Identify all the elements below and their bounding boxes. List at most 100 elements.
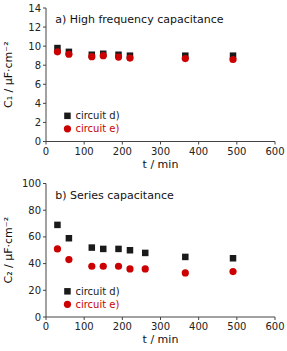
point (88, 263, 95, 270)
y-tick-label: 80 (28, 205, 41, 216)
x-axis-label: t / min (143, 333, 179, 346)
point (88, 53, 95, 60)
point (100, 52, 107, 59)
series (54, 245, 237, 276)
y-tick-label: 0 (35, 312, 41, 323)
legend-marker (64, 288, 71, 295)
point (100, 263, 107, 270)
x-tick-label: 100 (75, 321, 94, 332)
point (230, 255, 237, 262)
x-tick (236, 142, 237, 145)
x-tick (160, 317, 161, 320)
point (229, 268, 236, 275)
legend-marker (64, 113, 71, 120)
y-tick (43, 8, 46, 9)
y-tick (43, 290, 46, 291)
x-tick-label: 200 (113, 146, 132, 157)
y-axis-label: C₂ / μF·cm⁻² (2, 217, 15, 284)
point (126, 54, 133, 61)
point (115, 263, 122, 270)
y-tick (43, 122, 46, 123)
point (115, 54, 122, 61)
x-tick-label: 500 (227, 146, 246, 157)
y-axis-line (46, 8, 47, 142)
y-tick-label: 14 (28, 3, 41, 14)
y-tick-label: 100 (22, 178, 41, 189)
x-tick-label: 300 (151, 146, 170, 157)
y-tick (43, 27, 46, 28)
x-tick-label: 0 (43, 321, 49, 332)
x-tick-label: 100 (75, 146, 94, 157)
point (54, 48, 61, 55)
x-tick-label: 200 (113, 321, 132, 332)
x-tick-label: 0 (43, 146, 49, 157)
y-tick-label: 2 (35, 117, 41, 128)
point (182, 254, 189, 260)
x-axis-label: t / min (143, 158, 179, 171)
y-tick-label: 60 (28, 231, 41, 242)
y-axis-line (46, 184, 47, 318)
x-tick (46, 317, 47, 320)
title: a) High frequency capacitance (55, 13, 224, 26)
y-tick-label: 8 (35, 60, 41, 71)
series (54, 222, 236, 262)
y-tick-label: 6 (35, 79, 41, 90)
point (65, 51, 72, 58)
legend-label: circuit e) (75, 123, 119, 134)
y-tick (43, 65, 46, 66)
legend-marker (64, 301, 71, 308)
point (54, 245, 61, 252)
x-tick (236, 317, 237, 320)
x-tick (160, 142, 161, 145)
x-tick-label: 300 (151, 321, 170, 332)
y-tick-label: 0 (35, 136, 41, 147)
y-tick (43, 263, 46, 264)
point (142, 250, 149, 256)
legend: circuit d) circuit e) (64, 110, 120, 134)
plot-area (54, 222, 237, 277)
legend-marker (64, 125, 71, 132)
point (54, 222, 61, 229)
series (54, 45, 236, 59)
x-tick (122, 317, 123, 320)
point (142, 265, 149, 272)
x-tick (275, 142, 276, 145)
y-tick-label: 12 (28, 22, 41, 33)
legend-label: circuit d) (75, 110, 119, 121)
x-tick (122, 142, 123, 145)
y-tick-label: 10 (28, 41, 41, 52)
point (182, 269, 189, 276)
x-tick (198, 317, 199, 320)
x-tick-label: 500 (227, 321, 246, 332)
point (126, 265, 133, 272)
plot-area (54, 45, 237, 63)
y-tick-label: 4 (35, 98, 41, 109)
y-tick-label: 20 (28, 285, 41, 296)
x-tick-label: 600 (265, 321, 284, 332)
x-tick (275, 317, 276, 320)
point (66, 235, 73, 242)
y-tick (43, 183, 46, 184)
legend: circuit d)circuit e) (64, 286, 120, 310)
point (115, 246, 122, 253)
y-tick (43, 236, 46, 237)
x-tick (198, 142, 199, 145)
point (100, 246, 107, 253)
title: b) Series capacitance (55, 189, 174, 202)
point (229, 56, 236, 63)
x-tick (84, 317, 85, 320)
x-tick-label: 600 (265, 146, 284, 157)
panel: 024681012140100200300400500600t / minC₁ … (2, 3, 285, 171)
y-tick (43, 46, 46, 47)
y-tick (43, 103, 46, 104)
figure: 024681012140100200300400500600t / minC₁ … (0, 0, 287, 351)
x-tick (46, 142, 47, 145)
point (89, 244, 96, 251)
panel: 0204060801000100200300400500600t / minC₂… (2, 178, 285, 346)
point (127, 247, 134, 254)
y-tick (43, 84, 46, 85)
point (65, 256, 72, 263)
x-tick-label: 400 (189, 146, 208, 157)
y-tick (43, 210, 46, 211)
legend-label: circuit e) (75, 299, 119, 310)
